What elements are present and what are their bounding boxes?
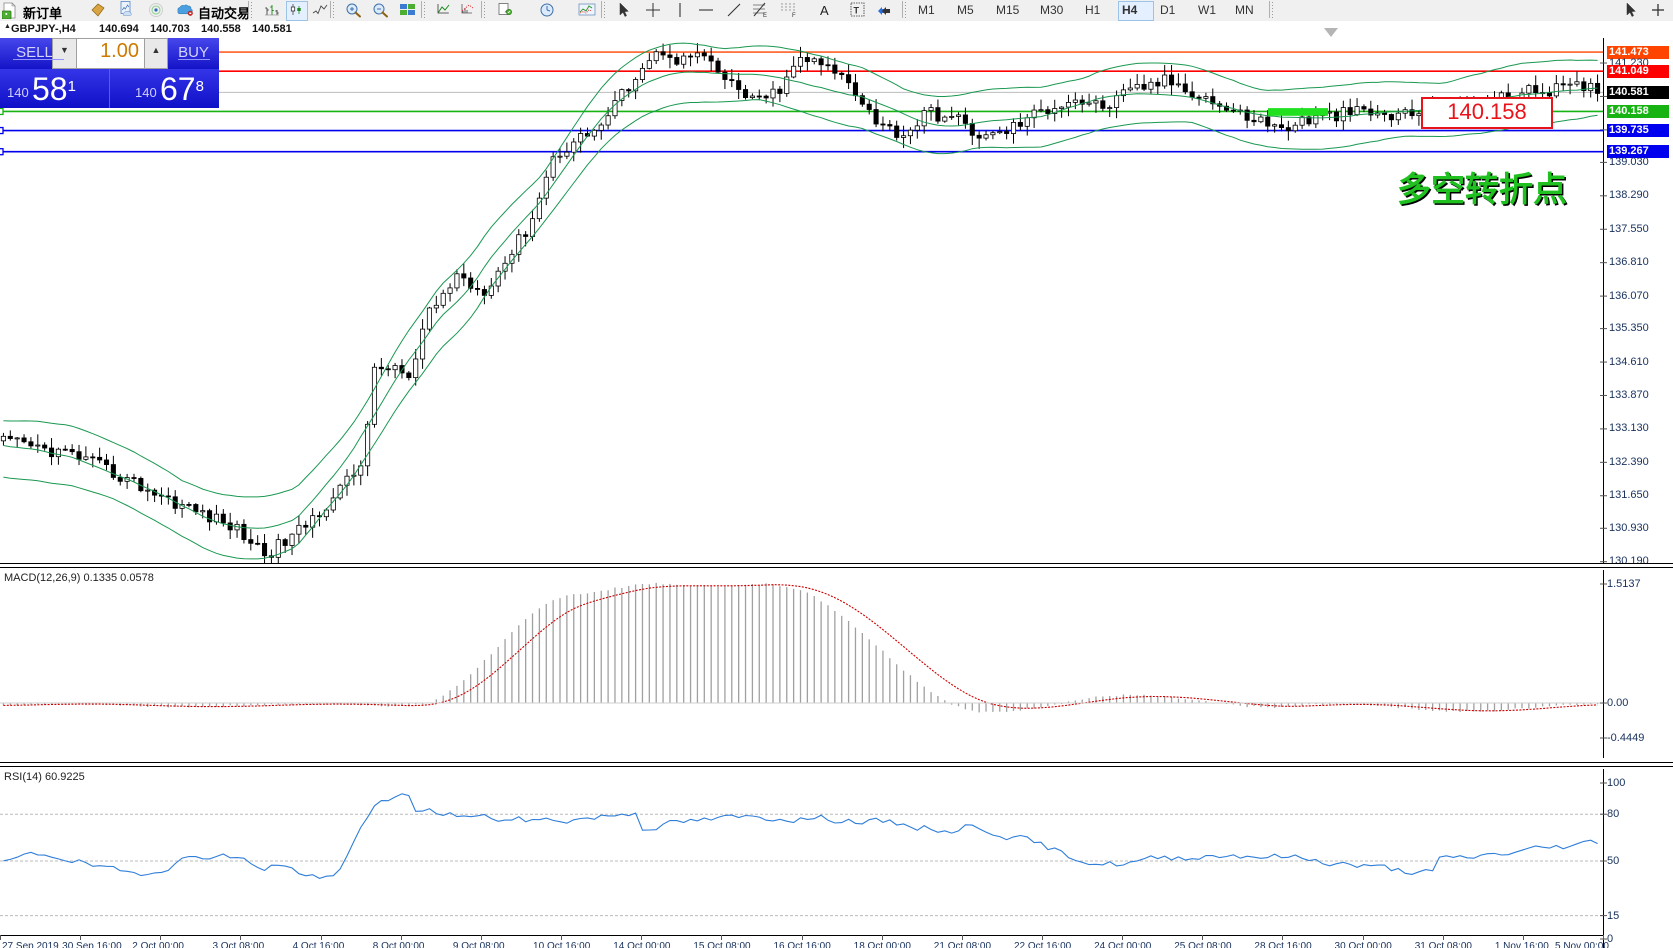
- svg-text:F: F: [792, 13, 796, 18]
- svg-text:T: T: [854, 6, 860, 16]
- svg-text:E: E: [763, 13, 767, 18]
